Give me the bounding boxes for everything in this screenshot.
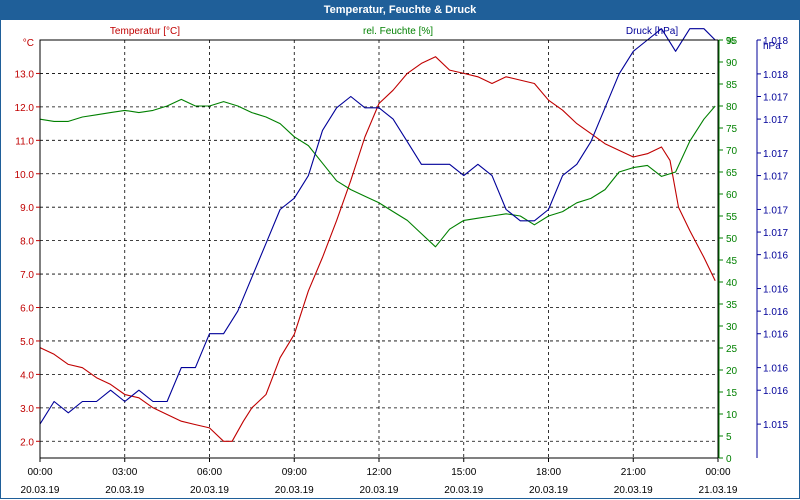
- humidity-tick-label: 90: [726, 58, 738, 69]
- pressure-tick-label: 1.016: [763, 307, 788, 318]
- temp-tick-label: 13.0: [15, 69, 35, 80]
- x-tick-date: 21.03.19: [699, 485, 738, 496]
- temp-tick-label: 4.0: [20, 370, 34, 381]
- series-line-humidity: [39, 98, 716, 248]
- x-tick-date: 20.03.19: [529, 485, 568, 496]
- series-lines: [39, 28, 716, 442]
- x-tick-date: 20.03.19: [360, 485, 399, 496]
- x-tick-date: 20.03.19: [105, 485, 144, 496]
- series-labels: Temperatur [°C] rel. Feuchte [%] Druck [hP…: [110, 26, 678, 37]
- humidity-tick-label: 15: [726, 388, 738, 399]
- humidity-tick-label: 40: [726, 278, 738, 289]
- humidity-tick-label: 10: [726, 410, 738, 421]
- series-line-pressure: [39, 28, 716, 425]
- humidity-tick-label: 95: [726, 36, 738, 47]
- axes: [36, 39, 761, 462]
- humidity-axis-unit: %: [726, 36, 735, 47]
- x-tick-date: 20.03.19: [275, 485, 314, 496]
- window-title: Temperatur, Feuchte & Druck: [0, 0, 800, 20]
- temp-tick-label: 6.0: [20, 304, 34, 315]
- x-tick-time: 21:00: [621, 467, 646, 478]
- temp-tick-label: 11.0: [15, 136, 34, 147]
- pressure-tick-label: 1.016: [763, 285, 788, 296]
- pressure-tick-label: 1.017: [763, 115, 788, 126]
- pressure-tick-label: 1.018: [763, 36, 788, 47]
- tick-labels: 00:00 20.03.19 03:00 20.03.19 06:00 20.03.19 0…: [15, 36, 789, 496]
- humidity-tick-label: 50: [726, 234, 738, 245]
- humidity-tick-label: 65: [726, 168, 738, 179]
- x-tick-time: 00:00: [705, 467, 730, 478]
- humidity-tick-label: 75: [726, 124, 738, 135]
- pressure-tick-label: 1.017: [763, 149, 788, 160]
- humidity-tick-label: 30: [726, 322, 738, 333]
- x-tick-time: 06:00: [197, 467, 222, 478]
- temp-tick-label: 12.0: [15, 103, 35, 114]
- pressure-tick-label: 1.015: [763, 420, 788, 431]
- humidity-tick-label: 45: [726, 256, 738, 267]
- humidity-tick-label: 20: [726, 366, 738, 377]
- x-tick-date: 20.03.19: [444, 485, 483, 496]
- x-tick-time: 15:00: [451, 467, 476, 478]
- humidity-tick-label: 85: [726, 80, 738, 91]
- pressure-tick-label: 1.017: [763, 228, 788, 239]
- pressure-tick-label: 1.016: [763, 364, 788, 375]
- humidity-tick-label: 55: [726, 212, 738, 223]
- temp-tick-label: 10.0: [15, 170, 35, 181]
- humidity-tick-label: 0: [726, 454, 732, 465]
- pressure-tick-label: 1.017: [763, 205, 788, 216]
- x-tick-time: 00:00: [27, 467, 52, 478]
- humidity-tick-label: 60: [726, 190, 738, 201]
- pressure-tick-label: 1.016: [763, 251, 788, 262]
- x-tick-time: 03:00: [112, 467, 137, 478]
- series-label-pressure: Druck [hPa]: [626, 26, 678, 37]
- pressure-axis-unit: hPa: [763, 41, 781, 52]
- pressure-tick-label: 1.016: [763, 330, 788, 341]
- temp-tick-label: 9.0: [20, 203, 34, 214]
- x-tick-date: 20.03.19: [190, 485, 229, 496]
- series-line-temperature: [39, 56, 716, 442]
- x-tick-time: 09:00: [282, 467, 307, 478]
- temp-axis-unit: °C: [23, 38, 34, 49]
- humidity-tick-label: 25: [726, 344, 738, 355]
- temp-tick-label: 2.0: [20, 437, 34, 448]
- series-label-humidity: rel. Feuchte [%]: [363, 26, 433, 37]
- humidity-tick-label: 35: [726, 300, 738, 311]
- grid-lines: [40, 40, 718, 458]
- pressure-tick-label: 1.016: [763, 386, 788, 397]
- temp-tick-label: 5.0: [20, 337, 34, 348]
- humidity-tick-label: 80: [726, 102, 738, 113]
- x-tick-date: 20.03.19: [614, 485, 653, 496]
- pressure-tick-label: 1.018: [763, 70, 788, 81]
- x-tick-time: 18:00: [536, 467, 561, 478]
- temp-tick-label: 8.0: [20, 237, 34, 248]
- humidity-tick-label: 70: [726, 146, 738, 157]
- temp-tick-label: 3.0: [20, 404, 34, 415]
- series-label-temperature: Temperatur [°C]: [110, 26, 180, 37]
- x-tick-time: 12:00: [366, 467, 391, 478]
- pressure-tick-label: 1.017: [763, 172, 788, 183]
- humidity-tick-label: 5: [726, 432, 732, 443]
- temp-tick-label: 7.0: [20, 270, 34, 281]
- x-tick-date: 20.03.19: [21, 485, 60, 496]
- pressure-tick-label: 1.017: [763, 92, 788, 103]
